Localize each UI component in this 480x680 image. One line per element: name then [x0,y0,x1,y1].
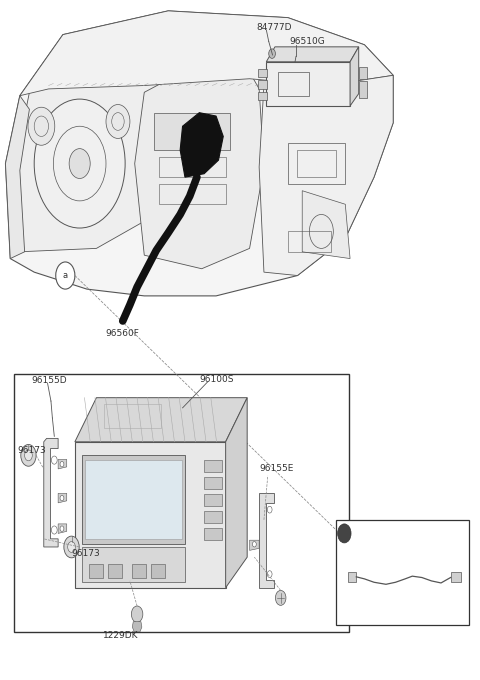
Circle shape [64,536,79,558]
Circle shape [132,606,143,622]
Polygon shape [350,47,359,106]
Bar [359,67,367,79]
Bar [132,564,146,577]
Polygon shape [259,75,393,275]
Polygon shape [259,493,274,588]
Text: 96100S: 96100S [199,375,234,384]
Bar [258,69,267,78]
Polygon shape [5,11,393,296]
Bar [336,520,469,625]
Bar [158,184,226,204]
Circle shape [267,571,272,577]
Bar [258,92,267,101]
Bar [451,572,461,582]
Text: 96173: 96173 [72,549,100,558]
Text: 84777D: 84777D [257,23,292,33]
Circle shape [51,526,57,534]
Polygon shape [15,62,168,252]
Bar [359,81,367,98]
Circle shape [69,149,90,178]
Bar [85,460,181,539]
Text: 96510G: 96510G [289,37,325,46]
Circle shape [60,462,64,467]
Bar [266,62,350,106]
Circle shape [276,590,286,605]
Polygon shape [135,72,264,269]
Polygon shape [250,540,259,550]
Circle shape [68,541,75,552]
Circle shape [51,456,57,464]
Bar [82,456,185,543]
Polygon shape [75,398,247,442]
Bar [204,494,222,506]
Circle shape [28,107,55,146]
Circle shape [252,541,256,547]
Bar [154,113,230,150]
Text: 1229DK: 1229DK [103,631,138,641]
Bar [204,511,222,523]
Text: 96560F: 96560F [106,328,140,338]
Bar [152,564,165,577]
Circle shape [106,105,130,139]
Bar [104,405,161,428]
Bar [204,528,222,540]
Bar [158,157,226,177]
Bar [288,143,345,184]
Text: 96173: 96173 [17,446,46,455]
Polygon shape [226,398,247,588]
Bar [14,374,349,632]
Circle shape [34,99,125,228]
Text: 96155D: 96155D [32,376,67,385]
Bar [89,564,103,577]
Circle shape [56,262,75,289]
Polygon shape [180,113,223,177]
Bar [204,477,222,490]
Circle shape [60,496,64,501]
Circle shape [267,506,272,513]
Bar [278,72,310,96]
Circle shape [269,49,276,58]
Polygon shape [44,439,58,547]
Polygon shape [266,47,359,62]
Circle shape [337,524,351,543]
Text: 96125C: 96125C [356,520,391,529]
Polygon shape [58,494,67,503]
Bar [298,150,336,177]
Polygon shape [58,460,67,469]
Text: a: a [63,271,68,280]
Circle shape [60,526,64,531]
Bar [348,572,356,582]
Text: 96155E: 96155E [259,464,293,473]
Text: a: a [342,529,347,538]
Bar [288,231,331,252]
Polygon shape [20,11,393,96]
Polygon shape [302,190,350,258]
Bar [82,547,185,582]
Circle shape [24,450,32,461]
Polygon shape [132,622,142,632]
Circle shape [21,445,36,466]
Bar [108,564,122,577]
Polygon shape [75,442,226,588]
Bar [258,80,267,89]
Polygon shape [58,524,67,533]
Bar [204,460,222,473]
Polygon shape [5,96,29,258]
